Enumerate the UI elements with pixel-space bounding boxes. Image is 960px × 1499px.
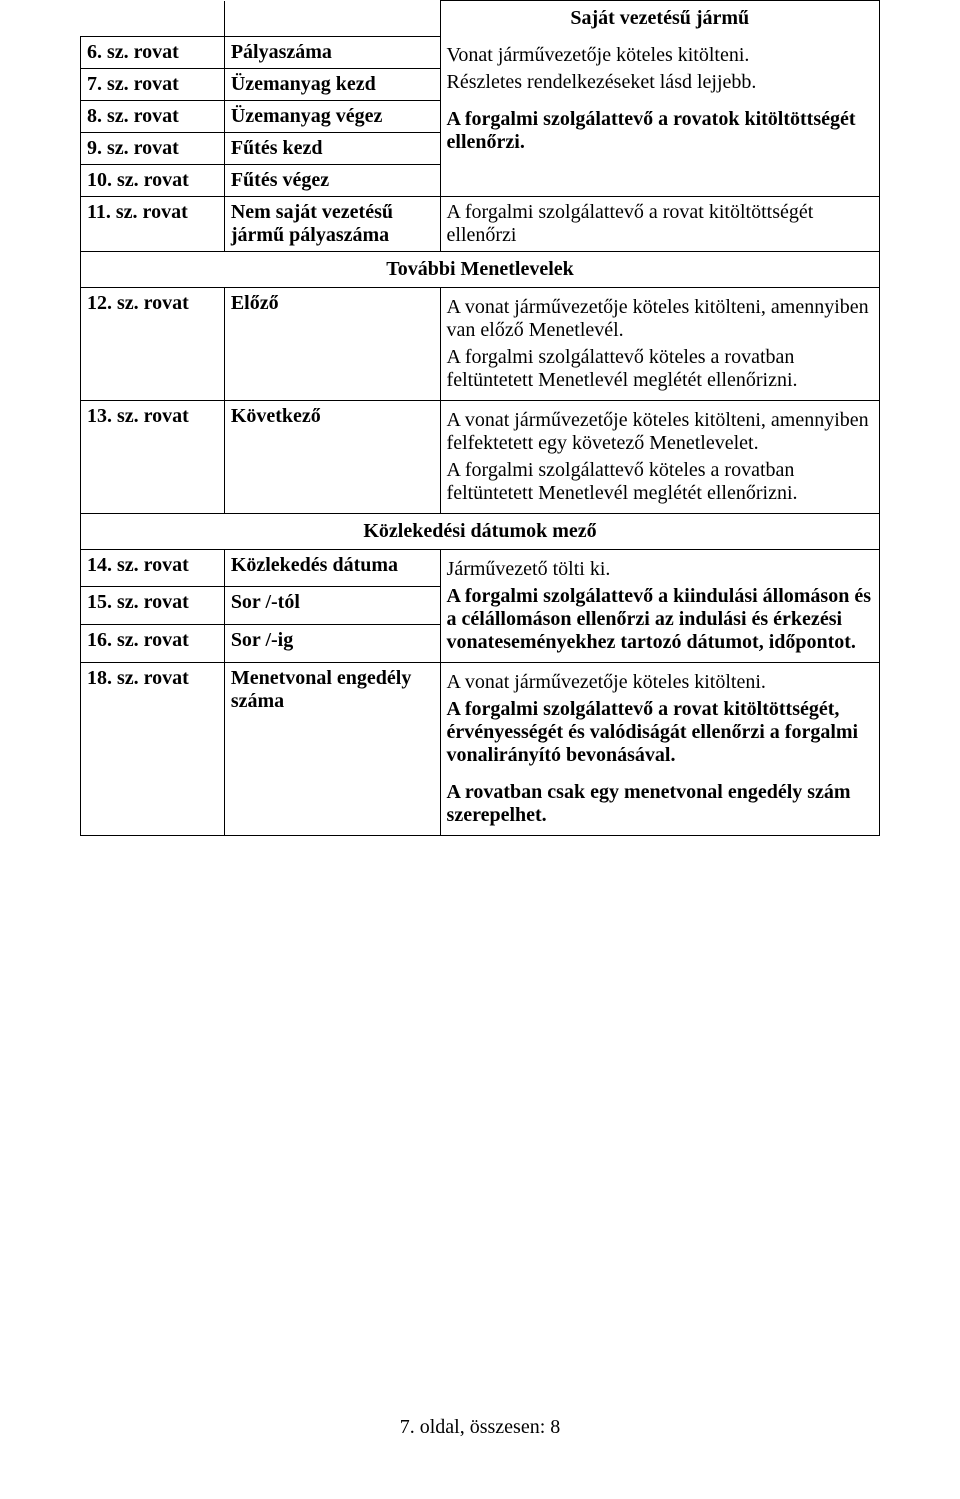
desc-para: Részletes rendelkezéseket lásd lejjebb. [447,71,873,94]
row-description: A vonat járművezetője köteles kitölteni,… [440,400,879,513]
section-heading-3: Közlekedési dátumok mező [81,513,880,549]
desc-para: Vonat járművezetője köteles kitölteni. [447,44,873,67]
row-label: 6. sz. rovat [81,36,225,68]
row-label: 11. sz. rovat [81,196,225,251]
row-field: Fűtés kezd [224,132,440,164]
blank-cell [224,1,440,37]
row-label: 9. sz. rovat [81,132,225,164]
desc-para: A vonat járművezetője köteles kitölteni. [447,671,873,694]
section-heading-2: További Menetlevelek [81,251,880,287]
row-field: Fűtés végez [224,164,440,196]
row-field: Sor /-ig [224,624,440,662]
desc-para: Járművezető tölti ki. [447,558,873,581]
row-description: Járművezető tölti ki. A forgalmi szolgál… [440,549,879,662]
row-label: 12. sz. rovat [81,287,225,400]
row-label: 15. sz. rovat [81,587,225,625]
row-label: 10. sz. rovat [81,164,225,196]
row-field: Üzemanyag végez [224,100,440,132]
row-description: A vonat járművezetője köteles kitölteni,… [440,287,879,400]
desc-para: A forgalmi szolgálattevő köteles a rovat… [447,346,873,392]
desc-para: A forgalmi szolgálattevő a kiindulási ál… [447,585,873,654]
row-field: Sor /-tól [224,587,440,625]
row-field: Következő [224,400,440,513]
row-label: 18. sz. rovat [81,662,225,835]
row-field: Üzemanyag kezd [224,68,440,100]
row-description: A forgalmi szolgálattevő a rovat kitöltö… [440,196,879,251]
row-field: Előző [224,287,440,400]
desc-para: A forgalmi szolgálattevő a rovatok kitöl… [447,108,873,154]
row-description: A vonat járművezetője köteles kitölteni.… [440,662,879,835]
row-label: 13. sz. rovat [81,400,225,513]
desc-para: A rovatban csak egy menetvonal engedély … [447,781,873,827]
row-field: Pályaszáma [224,36,440,68]
blank-cell [81,1,225,37]
row-field: Nem saját vezetésű jármű pályaszáma [224,196,440,251]
row-label: 8. sz. rovat [81,100,225,132]
section-heading-1: Saját vezetésű jármű [440,1,879,37]
row-label: 16. sz. rovat [81,624,225,662]
row-field: Közlekedés dátuma [224,549,440,587]
row-field: Menetvonal engedély száma [224,662,440,835]
row-description: Vonat járművezetője köteles kitölteni. R… [440,36,879,196]
page-footer: 7. oldal, összesen: 8 [0,1416,960,1439]
row-label: 7. sz. rovat [81,68,225,100]
desc-para: A vonat járművezetője köteles kitölteni,… [447,409,873,455]
desc-para: A vonat járművezetője köteles kitölteni,… [447,296,873,342]
desc-para: A forgalmi szolgálattevő a rovat kitöltö… [447,698,873,767]
row-label: 14. sz. rovat [81,549,225,587]
desc-para: A forgalmi szolgálattevő köteles a rovat… [447,459,873,505]
document-table: Saját vezetésű jármű 6. sz. rovat Pályas… [80,0,880,836]
